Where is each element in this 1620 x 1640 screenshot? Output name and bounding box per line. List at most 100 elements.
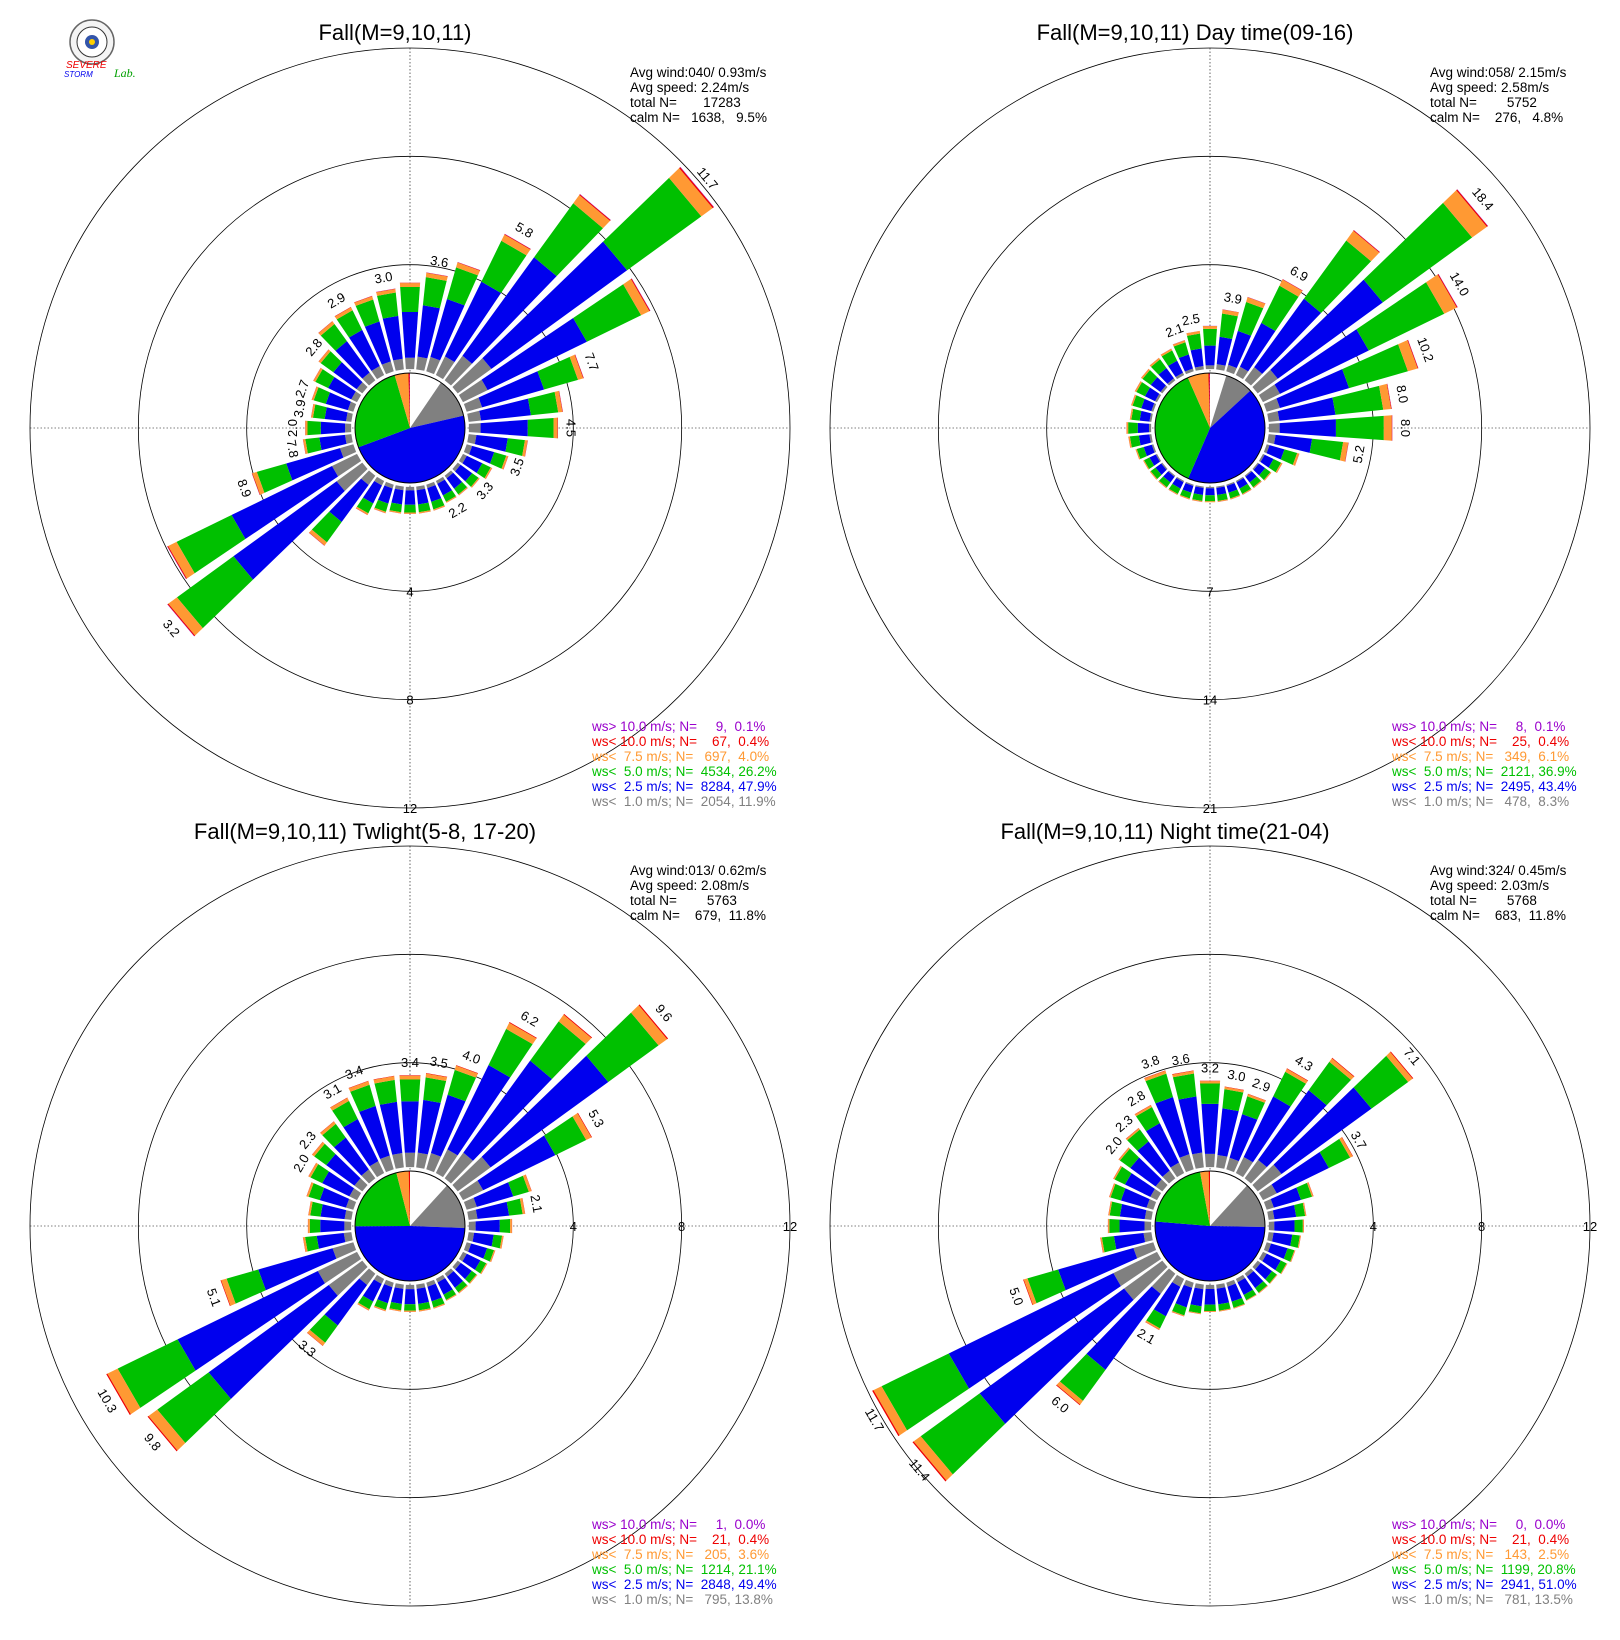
sector-bar-segment (1398, 340, 1418, 372)
sector-bar-segment (1260, 454, 1274, 468)
sector-value-label: 3.8 (1139, 1052, 1161, 1072)
sector-bar-segment (416, 1287, 429, 1304)
sector-bar-segment (1188, 1311, 1201, 1315)
sector-bar-segment (344, 1221, 352, 1231)
sector-bar-segment (467, 434, 477, 445)
sector-bar-segment (357, 1303, 369, 1311)
sector-bar-segment (1192, 499, 1203, 502)
sector-bar-segment (416, 485, 426, 491)
sector-bar-segment (392, 1153, 404, 1169)
sector-bar-segment (377, 1284, 393, 1304)
sector-value-label: 6.9 (1288, 263, 1311, 285)
sector-bar-segment (522, 1174, 532, 1192)
sector-bar-segment (1237, 1278, 1253, 1296)
sector-bar-segment (1263, 1242, 1272, 1252)
sector-bar-segment (399, 1079, 421, 1102)
ring-label: 4 (1370, 1219, 1377, 1234)
sector-bar-segment (306, 1182, 314, 1197)
sector-bar-segment (1109, 1183, 1116, 1198)
sector-bar-segment (1200, 1083, 1220, 1104)
stat-line: Avg speed: 2.58m/s (1430, 80, 1549, 95)
sector-bar-segment (176, 556, 253, 629)
sector-bar-segment (499, 1235, 504, 1249)
sector-bar-segment (348, 1080, 369, 1089)
sector-bar-segment (1160, 385, 1168, 394)
stat-line: Avg wind:324/ 0.45m/s (1430, 863, 1567, 878)
sector-bar-segment (1144, 457, 1155, 470)
sector-bar-segment (1383, 415, 1392, 441)
sector-bar-segment (1262, 1253, 1281, 1271)
sector-bar-segment (404, 1152, 416, 1168)
sector-bar-segment (310, 1164, 329, 1184)
sector-bar-segment (308, 532, 325, 546)
calm-pie-slice (1210, 375, 1251, 428)
sector-bar-segment (1144, 1221, 1152, 1231)
sector-bar-segment (418, 1308, 431, 1312)
sector-bar-segment (1290, 1234, 1300, 1248)
sector-bar-segment (1285, 1068, 1308, 1084)
sector-bar-segment (558, 1014, 592, 1045)
sector-bar-segment (1226, 364, 1237, 375)
sector-bar-segment (1172, 1070, 1194, 1075)
sector-bar-segment (1149, 413, 1153, 422)
sector-bar-segment (1101, 1236, 1117, 1253)
sector-bar-segment (1158, 480, 1167, 489)
sector-bar-segment (1282, 279, 1303, 292)
sector-bar-segment (325, 392, 351, 411)
sector-bar-segment (332, 1242, 357, 1259)
sector-bar-segment (574, 354, 584, 379)
sector-bar-segment (350, 1084, 376, 1112)
sector-bar-segment (318, 321, 335, 336)
sector-bar-segment (334, 306, 351, 317)
sector-bar-segment (554, 390, 563, 413)
sector-bar-segment (324, 407, 348, 422)
sector-bar-segment (1407, 339, 1419, 369)
sector-bar-segment (501, 234, 531, 256)
legend-entry: ws< 5.0 m/s; N= 1199, 20.8% (1391, 1562, 1576, 1577)
sector-bar-segment (446, 1295, 457, 1301)
sector-bar-segment (1170, 1162, 1185, 1178)
sector-bar-segment (311, 1141, 323, 1155)
sector-bar-segment (1134, 1105, 1152, 1117)
sector-bar-segment (1319, 1138, 1351, 1169)
sector-bar-segment (251, 473, 261, 495)
sector-bar-segment (1217, 1108, 1239, 1157)
sector-bar-segment (1203, 328, 1217, 346)
sector-bar-segment (1144, 387, 1160, 402)
sector-bar-segment (318, 321, 333, 334)
sector-bar-segment (469, 1274, 478, 1284)
legend-entry: ws< 1.0 m/s; N= 795, 13.8% (591, 1592, 773, 1607)
sector-bar-segment (490, 1250, 496, 1263)
sector-bar-segment (373, 1274, 385, 1284)
legend-entry: ws< 7.5 m/s; N= 143, 2.5% (1391, 1547, 1569, 1562)
sector-bar-segment (404, 512, 416, 514)
sector-bar-segment (1172, 340, 1186, 347)
sector-bar-segment (1456, 189, 1488, 227)
sector-bar-segment (426, 1153, 441, 1173)
sector-bar-segment (524, 440, 528, 457)
sector-bar-segment (374, 1299, 388, 1311)
sector-bar-segment (344, 1210, 353, 1220)
sector-bar-segment (1192, 493, 1203, 502)
sector-bar-segment (308, 1183, 325, 1201)
calm-pie-slice (1155, 377, 1210, 479)
sector-bar-segment (1279, 419, 1336, 437)
sector-bar-segment (1185, 481, 1194, 487)
sector-bar-segment (491, 1234, 503, 1249)
sector-bar-segment (1297, 1235, 1301, 1249)
sector-bar-segment (480, 1263, 488, 1275)
sector-bar-segment (1267, 411, 1280, 422)
sector-bar-segment (430, 1094, 466, 1157)
sector-bar-segment (176, 515, 246, 574)
sector-bar-segment (470, 477, 480, 488)
sector-bar-segment (1205, 488, 1215, 496)
sector-bar-segment (362, 481, 382, 504)
sector-bar-segment (481, 240, 527, 294)
sector-bar-segment (527, 417, 554, 439)
sector-value-label: 2.1 (1135, 1325, 1158, 1347)
sector-bar-segment (1142, 370, 1158, 385)
sector-bar-segment (1264, 472, 1272, 481)
sector-bar-segment (1126, 422, 1129, 434)
sector-bar-segment (389, 1302, 402, 1311)
sector-bar-segment (355, 299, 380, 327)
